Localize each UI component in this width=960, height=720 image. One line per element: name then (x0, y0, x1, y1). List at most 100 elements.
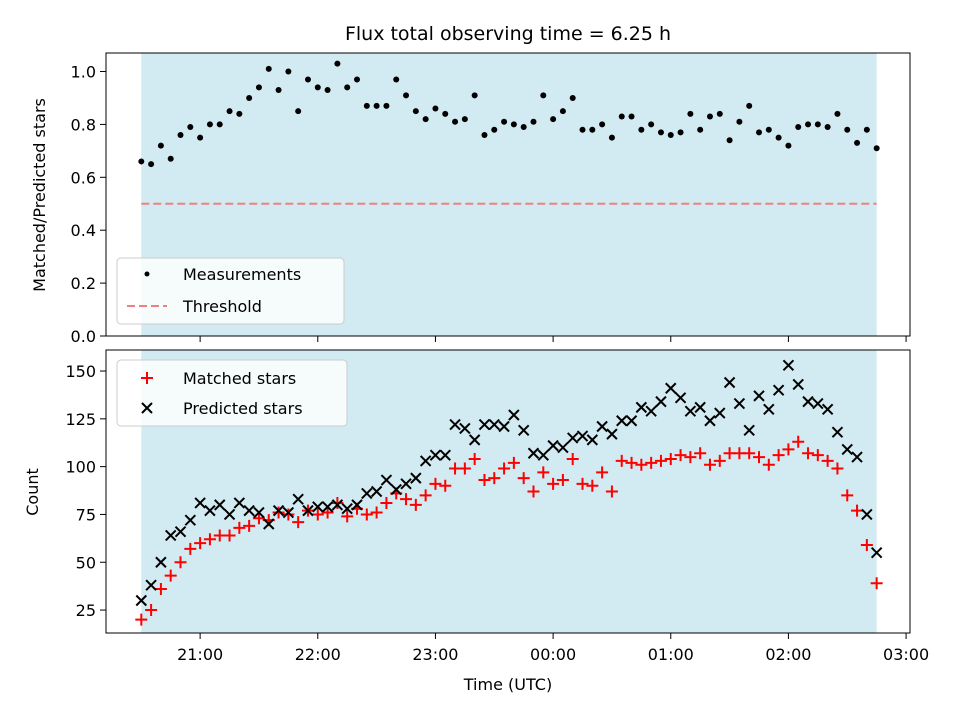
matched-star-point (331, 496, 344, 509)
predicted-star-point (488, 418, 500, 431)
measurement-point (510, 121, 517, 128)
x-tick-label: 21:00 (177, 645, 223, 664)
predicted-star-point (782, 359, 795, 372)
predicted-star-point (655, 395, 667, 408)
matched-star-point (694, 447, 707, 460)
measurement-point (677, 129, 684, 136)
top-panel-frame (105, 52, 911, 337)
measurement-point (501, 118, 508, 125)
predicted-star-point (763, 403, 775, 415)
predicted-star-point (576, 430, 589, 442)
matched-star-point (478, 474, 491, 487)
y-tick-label: 0.8 (71, 115, 96, 134)
predicted-star-point (537, 449, 550, 461)
predicted-star-point (674, 392, 687, 404)
measurement-point (471, 92, 478, 99)
matched-star-point (429, 477, 442, 490)
matched-star-point (135, 613, 148, 626)
measurement-point (295, 108, 302, 115)
measurement-point (530, 118, 537, 125)
predicted-star-point (586, 434, 599, 446)
predicted-star-point (821, 403, 834, 415)
top-legend-box (116, 257, 345, 325)
bottom-y-axis-label: Count (23, 468, 42, 516)
matched-star-point (547, 477, 560, 490)
top-x-ticks (199, 336, 907, 342)
predicted-star-point (743, 424, 755, 437)
measurement-point (452, 118, 459, 125)
y-tick-label: 0.0 (71, 327, 96, 346)
x-tick-label: 23:00 (412, 645, 458, 664)
matched-star-point (380, 496, 393, 509)
predicted-star-point (184, 514, 197, 526)
measurement-point (206, 121, 213, 128)
measurement-point (246, 94, 253, 101)
matched-star-point (556, 474, 569, 487)
predicted-star-point (841, 443, 853, 456)
predicted-star-point (753, 390, 765, 402)
measurement-point (393, 76, 400, 83)
predicted-star-point (665, 382, 677, 394)
measurement-point (383, 102, 390, 109)
predicted-star-point (459, 422, 471, 435)
measurement-point (824, 124, 831, 131)
predicted-star-point (557, 441, 569, 454)
measurement-point (422, 116, 429, 123)
predicted-star-point (449, 418, 461, 431)
matched-star-point (713, 454, 726, 467)
matched-star-point (507, 456, 520, 469)
matched-star-point (419, 489, 432, 502)
predicted-star-point (214, 499, 226, 511)
predicted-star-point (616, 415, 628, 427)
predicted-star-point (331, 499, 344, 511)
predicted-stars-points (135, 359, 883, 607)
measurement-point (324, 87, 331, 94)
matched-star-point (223, 529, 236, 542)
predicted-star-point (635, 401, 648, 414)
measurement-point (648, 121, 655, 128)
predicted-star-point (233, 497, 246, 509)
matched-star-point (645, 456, 658, 469)
measurement-point (863, 126, 870, 133)
matched-star-point (174, 556, 187, 569)
predicted-star-point (645, 405, 657, 417)
y-tick-label: 25 (76, 601, 96, 620)
predicted-star-point (861, 508, 873, 521)
measurement-point (687, 110, 694, 117)
predicted-star-point (704, 415, 716, 427)
predicted-star-point (517, 424, 530, 437)
matched-star-point (311, 508, 324, 521)
predicted-star-point (390, 483, 402, 496)
matched-star-point (203, 533, 216, 546)
predicted-star-point (370, 485, 383, 498)
measurement-point (599, 121, 606, 128)
measurement-point (334, 60, 341, 67)
x-tick-label: 00:00 (530, 645, 576, 664)
matched-star-point (439, 479, 452, 492)
top-panel: 0.0 0.2 0.4 0.6 0.8 1.0 Matched/Predicted sta… (30, 52, 911, 346)
predicted-star-point (361, 487, 373, 500)
measurement-point (197, 134, 204, 141)
measurement-point (138, 158, 145, 165)
top-legend: Measurements Threshold (116, 257, 345, 325)
measurement-point (187, 124, 194, 131)
matched-star-point (537, 466, 550, 479)
measurement-point (432, 105, 439, 112)
measurement-point (756, 129, 763, 136)
bottom-y-axis: 25 50 75 100 125 150 (65, 362, 106, 620)
y-tick-label: 125 (65, 410, 96, 429)
measurement-point (304, 76, 311, 83)
predicted-star-point (714, 407, 726, 419)
measurement-point (579, 126, 586, 133)
predicted-star-point (400, 478, 412, 490)
measurement-point (148, 161, 155, 168)
x-axis-label: Time (UTC) (463, 675, 552, 694)
measurement-point (481, 131, 488, 138)
matched-star-point (243, 519, 256, 532)
predicted-star-point (312, 501, 324, 513)
y-tick-label: 100 (65, 458, 96, 477)
predicted-star-point (429, 449, 442, 461)
measurement-point (314, 84, 321, 91)
measurement-point (167, 155, 174, 162)
measurement-point (638, 126, 645, 133)
